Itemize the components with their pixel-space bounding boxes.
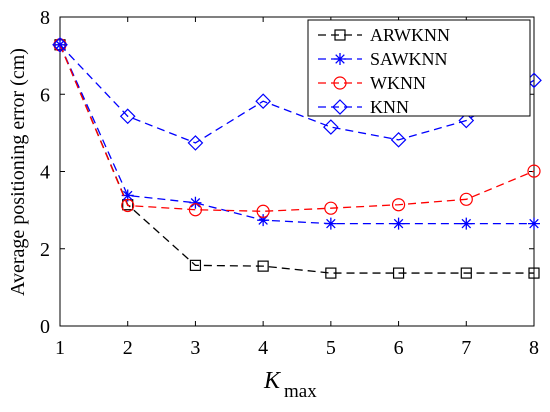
data-point-arwknn bbox=[528, 267, 540, 279]
legend-item-arwknn: ARWKNN bbox=[318, 25, 450, 45]
data-point-knn bbox=[187, 135, 204, 151]
series-wknn bbox=[53, 38, 541, 218]
data-point-sawknn bbox=[189, 196, 202, 209]
data-point-sawknn bbox=[121, 189, 134, 202]
data-point-sawknn bbox=[460, 217, 473, 230]
data-point-wknn bbox=[121, 198, 135, 213]
x-axis-label-subscript: max bbox=[284, 381, 317, 402]
y-tick-label: 8 bbox=[40, 7, 50, 29]
data-point-knn bbox=[323, 119, 339, 135]
data-point-knn bbox=[52, 36, 68, 53]
data-point-wknn bbox=[391, 198, 406, 212]
series-line-knn bbox=[59, 44, 535, 144]
data-point-arwknn bbox=[325, 267, 337, 279]
data-point-sawknn bbox=[392, 217, 405, 230]
legend-label-knn: KNN bbox=[370, 97, 409, 117]
data-point-knn bbox=[119, 108, 136, 125]
x-tick-label: 3 bbox=[190, 337, 200, 359]
data-point-knn bbox=[458, 112, 475, 129]
data-point-arwknn bbox=[257, 260, 269, 272]
legend-label-wknn: WKNN bbox=[370, 73, 426, 93]
data-point-knn bbox=[390, 131, 407, 148]
data-point-wknn bbox=[53, 38, 67, 52]
data-point-arwknn bbox=[392, 267, 405, 279]
x-tick-label: 2 bbox=[123, 337, 133, 359]
data-point-arwknn bbox=[460, 267, 472, 279]
x-axis-label: K bbox=[263, 368, 282, 394]
data-point-wknn bbox=[324, 201, 338, 215]
legend-item-sawknn: SAWKNN bbox=[318, 49, 448, 69]
series-layer bbox=[52, 36, 542, 279]
legend-label-arwknn: ARWKNN bbox=[370, 25, 450, 45]
legend-marker-sawknn bbox=[334, 53, 346, 65]
x-tick-label: 1 bbox=[55, 337, 65, 359]
data-point-wknn bbox=[256, 204, 270, 218]
y-axis-label: Average positioning error (cm) bbox=[7, 48, 29, 296]
x-tick-label: 5 bbox=[326, 337, 336, 359]
data-point-sawknn bbox=[324, 217, 337, 230]
x-tick-label: 7 bbox=[461, 337, 471, 359]
axis-ticks: 1 2 3 4 5 6 7 8 0 2 4 6 8 bbox=[40, 7, 539, 359]
data-point-sawknn bbox=[257, 214, 270, 227]
y-tick-label: 6 bbox=[40, 84, 50, 106]
legend-marker-knn bbox=[332, 99, 348, 115]
x-tick-label: 4 bbox=[258, 337, 268, 359]
legend-item-wknn: WKNN bbox=[318, 73, 426, 93]
series-line-wknn bbox=[59, 44, 535, 212]
y-tick-label: 2 bbox=[40, 239, 50, 261]
y-tick-label: 0 bbox=[40, 316, 50, 338]
series-line-sawknn bbox=[59, 44, 534, 225]
data-point-wknn bbox=[188, 203, 203, 217]
y-tick-label: 4 bbox=[40, 162, 50, 184]
x-tick-label: 8 bbox=[529, 337, 539, 359]
data-point-arwknn bbox=[189, 259, 202, 271]
x-tick-label: 6 bbox=[394, 337, 404, 359]
series-line-arwknn bbox=[59, 44, 534, 274]
legend: ARWKNN SAWKNN WKNN KNN bbox=[307, 19, 531, 117]
series-knn bbox=[52, 36, 542, 151]
legend-marker-arwknn bbox=[334, 29, 346, 41]
data-point-wknn bbox=[459, 192, 473, 206]
legend-marker-wknn bbox=[333, 76, 347, 90]
data-point-sawknn bbox=[528, 217, 540, 230]
legend-label-sawknn: SAWKNN bbox=[370, 49, 448, 69]
data-point-knn bbox=[255, 93, 271, 110]
data-point-wknn bbox=[527, 164, 541, 178]
legend-item-knn: KNN bbox=[318, 97, 409, 117]
